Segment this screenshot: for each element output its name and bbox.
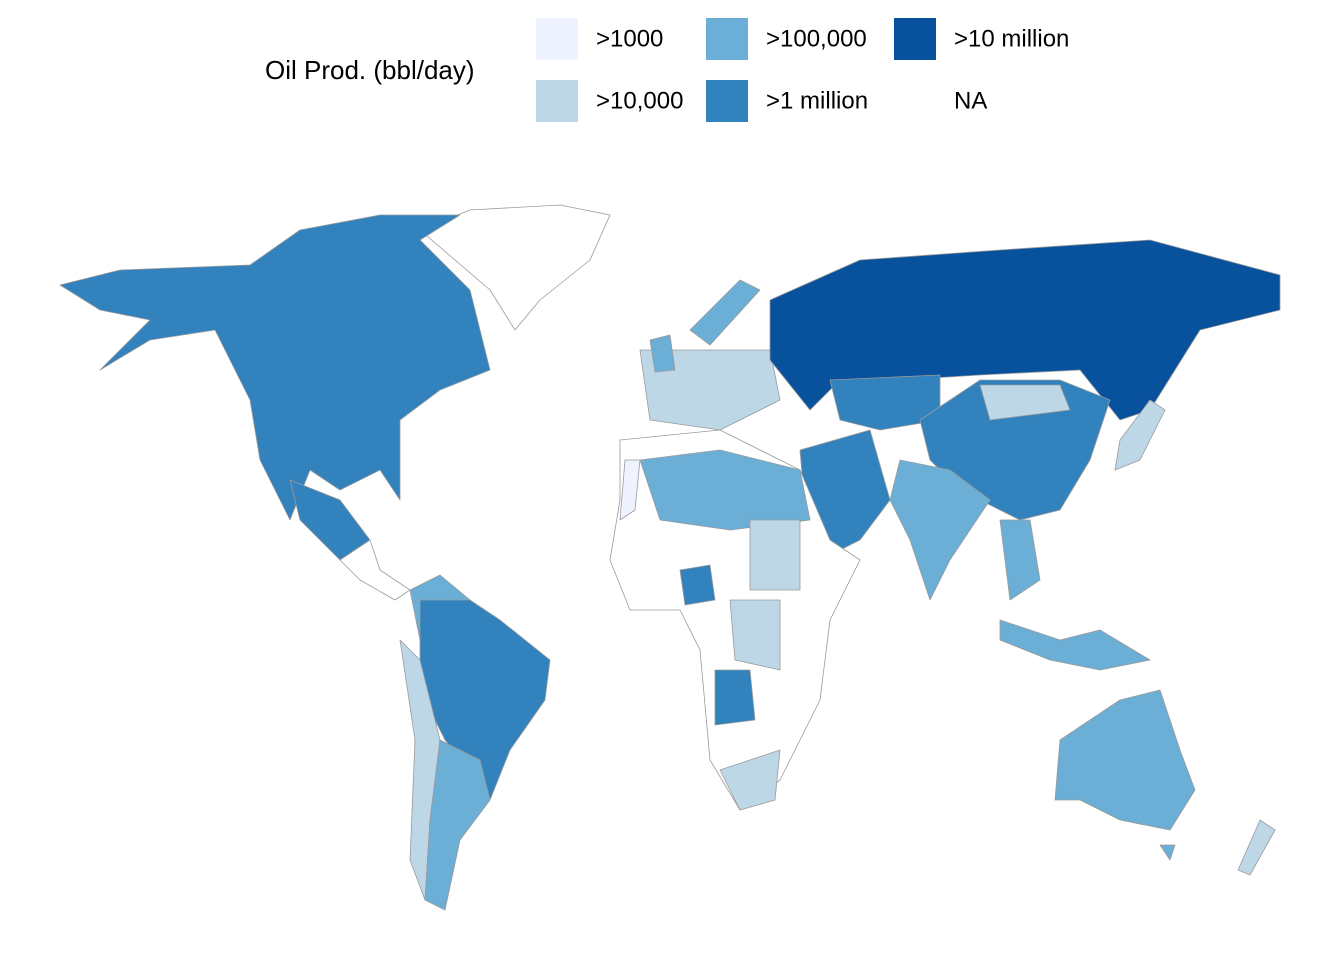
country — [749, 519, 801, 591]
legend: >1000 >10,000 >100,000 >1 million >10 millio… — [536, 18, 1069, 122]
country — [829, 374, 941, 431]
legend-swatch — [536, 18, 578, 60]
legend-swatch — [706, 80, 748, 122]
country — [1237, 819, 1276, 876]
country — [999, 619, 1151, 671]
country — [979, 384, 1071, 421]
legend-label: >10,000 — [596, 87, 683, 114]
country — [639, 449, 811, 531]
country — [999, 519, 1041, 601]
country — [649, 334, 676, 373]
legend-swatch — [536, 80, 578, 122]
country — [719, 749, 781, 811]
legend-swatch — [894, 80, 936, 122]
country — [619, 459, 641, 521]
legend-swatch — [706, 18, 748, 60]
country — [1159, 844, 1176, 861]
country — [59, 214, 491, 521]
country — [714, 669, 756, 726]
world-map — [59, 204, 1281, 911]
country — [729, 599, 781, 671]
legend-label: >10 million — [954, 25, 1069, 52]
legend-label: >1000 — [596, 25, 663, 52]
legend-label: >100,000 — [766, 25, 867, 52]
country — [419, 204, 611, 331]
country — [679, 564, 716, 606]
country — [419, 599, 551, 801]
country — [1054, 689, 1196, 831]
legend-label: >1 million — [766, 87, 868, 114]
country — [424, 739, 491, 911]
legend-label: NA — [954, 87, 987, 114]
country — [1114, 399, 1166, 471]
legend-swatch — [894, 18, 936, 60]
country — [889, 459, 991, 601]
country — [769, 239, 1281, 421]
country — [689, 279, 761, 346]
legend-title: Oil Prod. (bbl/day) — [265, 55, 475, 85]
